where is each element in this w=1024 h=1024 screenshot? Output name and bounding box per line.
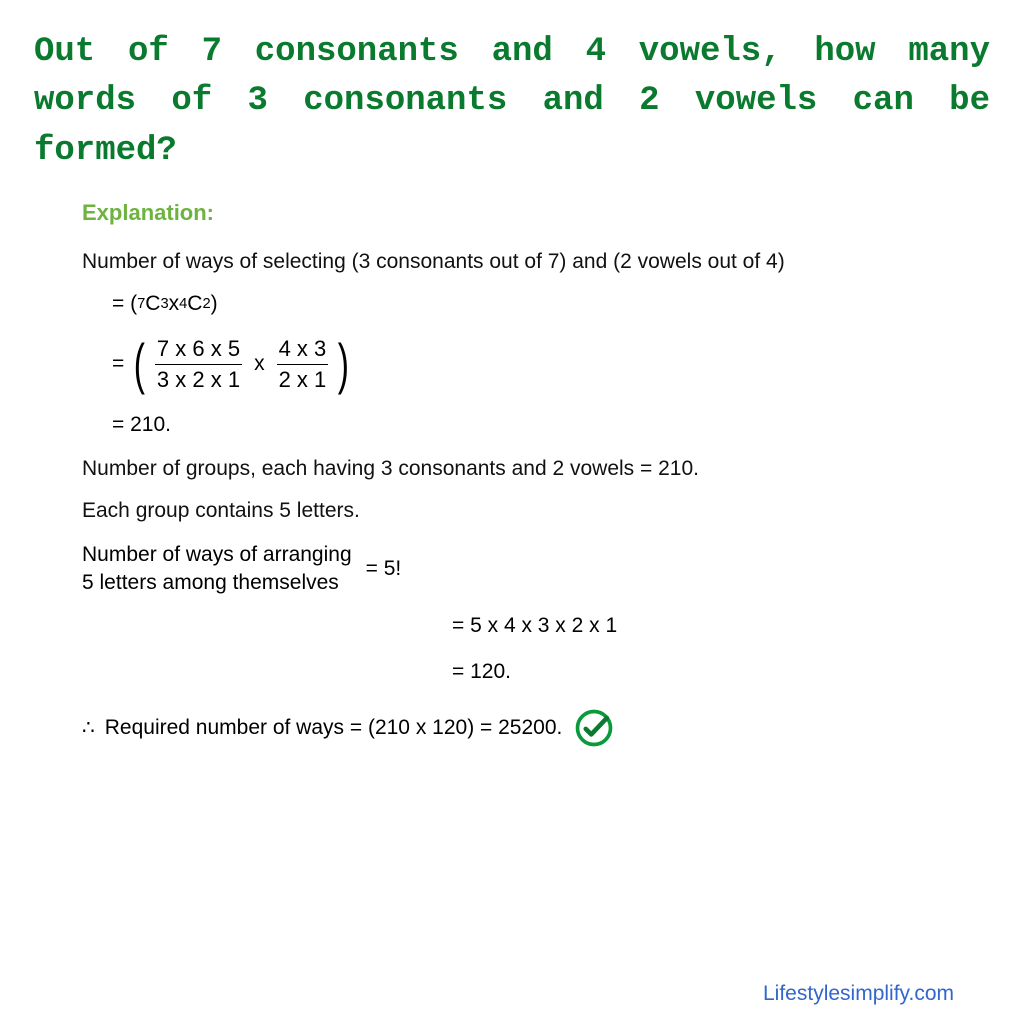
f2-den: 2 x 1 bbox=[277, 364, 329, 393]
final-row: ∴ Required number of ways = (210 x 120) … bbox=[82, 706, 964, 750]
arrange-label: Number of ways of arranging 5 letters am… bbox=[82, 541, 352, 598]
explanation-heading: Explanation: bbox=[82, 200, 964, 226]
combo-prefix: = ( bbox=[112, 292, 137, 316]
watermark: Lifestylesimplify.com bbox=[763, 982, 954, 1006]
fraction-1: 7 x 6 x 5 3 x 2 x 1 bbox=[155, 336, 242, 393]
combo-suffix: ) bbox=[211, 292, 218, 316]
c2-sub: 2 bbox=[202, 296, 210, 312]
math-block: = (7C3 x 4C2) = ( 7 x 6 x 5 3 x 2 x 1 x … bbox=[112, 292, 964, 437]
arrange-eq3: = 120. bbox=[452, 660, 964, 684]
f1-den: 3 x 2 x 1 bbox=[155, 364, 242, 393]
arrange-row: Number of ways of arranging 5 letters am… bbox=[82, 541, 964, 598]
intro-line: Number of ways of selecting (3 consonant… bbox=[82, 250, 964, 274]
fraction-2: 4 x 3 2 x 1 bbox=[277, 336, 329, 393]
final-text: Required number of ways = (210 x 120) = … bbox=[105, 716, 563, 740]
arrange-eq1: = 5! bbox=[366, 557, 402, 581]
fraction-expression: = ( 7 x 6 x 5 3 x 2 x 1 x 4 x 3 2 x 1 ) bbox=[112, 336, 964, 393]
combo-result: = 210. bbox=[112, 413, 964, 437]
each-group-line: Each group contains 5 letters. bbox=[82, 499, 964, 523]
f1-num: 7 x 6 x 5 bbox=[155, 336, 242, 364]
question-text: Out of 7 consonants and 4 vowels, how ma… bbox=[0, 0, 1024, 176]
therefore-symbol: ∴ bbox=[82, 715, 95, 740]
checkmark-icon bbox=[572, 706, 616, 750]
arrange-l2: 5 letters among themselves bbox=[82, 569, 352, 597]
groups-line: Number of groups, each having 3 consonan… bbox=[82, 457, 964, 481]
c2-base: C bbox=[187, 292, 202, 316]
c1-sub: 3 bbox=[160, 296, 168, 312]
c1-base: C bbox=[145, 292, 160, 316]
explanation-block: Explanation: Number of ways of selecting… bbox=[0, 176, 1024, 750]
arrange-l1: Number of ways of arranging bbox=[82, 541, 352, 569]
frac-eq: = bbox=[112, 352, 130, 376]
combination-expression: = (7C3 x 4C2) bbox=[112, 292, 964, 316]
mid-times: x bbox=[254, 352, 265, 376]
c2-sup: 4 bbox=[179, 296, 187, 312]
c1-sup: 7 bbox=[137, 296, 145, 312]
arrange-eq2: = 5 x 4 x 3 x 2 x 1 bbox=[452, 614, 964, 638]
f2-num: 4 x 3 bbox=[277, 336, 329, 364]
combo-times: x bbox=[169, 292, 180, 316]
arrange-results: = 5 x 4 x 3 x 2 x 1 = 120. bbox=[452, 614, 964, 684]
